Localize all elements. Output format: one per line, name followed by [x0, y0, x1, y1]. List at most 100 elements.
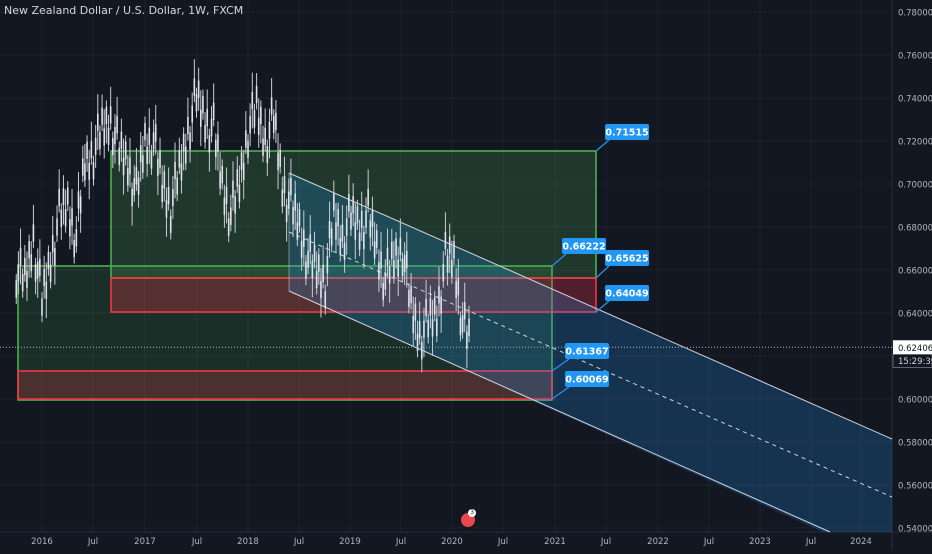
candle-body — [36, 261, 39, 279]
candle-body — [163, 171, 166, 189]
candle-body — [356, 206, 359, 224]
candle-body — [157, 158, 159, 176]
candle-body — [240, 152, 243, 170]
candle-body — [51, 235, 54, 253]
candle-body — [330, 228, 333, 246]
candle-body — [446, 255, 449, 273]
candle-body — [326, 256, 329, 274]
candle-body — [382, 283, 384, 301]
candle-body — [401, 258, 404, 277]
candle-body — [206, 108, 209, 127]
candle-body — [296, 222, 299, 240]
candle-body — [360, 210, 363, 229]
price-tick-label: 0.70000 — [898, 181, 932, 191]
time-tick-label: 2016 — [31, 537, 53, 547]
candle-body — [154, 124, 157, 142]
candle-body — [315, 270, 318, 289]
candle-body — [127, 168, 129, 186]
candle-body — [21, 274, 24, 292]
current-price-value: 0.62406 — [898, 344, 932, 354]
callout-pointer — [595, 139, 610, 152]
callout-label: 0.64049 — [605, 289, 648, 300]
candle-body — [172, 188, 174, 207]
time-tick-label: 2020 — [441, 537, 463, 547]
candle-body — [197, 80, 200, 98]
candle-body — [182, 133, 185, 151]
candle-body — [313, 244, 316, 262]
candle-body — [236, 169, 239, 187]
candle-body — [418, 321, 421, 339]
candle-body — [184, 146, 187, 164]
candle-body — [429, 298, 432, 316]
candle-body — [73, 240, 75, 258]
candle-body — [457, 278, 460, 296]
callout-label: 0.66222 — [562, 242, 605, 253]
candle-body — [62, 188, 65, 206]
current-price-tag — [893, 340, 932, 355]
candle-body — [146, 146, 148, 164]
callout-label: 0.65625 — [605, 254, 648, 265]
candle-body — [393, 260, 395, 278]
price-tick-label: 0.54000 — [898, 525, 932, 535]
price-tick-label: 0.74000 — [898, 95, 932, 105]
candle-body — [459, 317, 462, 336]
candle-body — [386, 247, 389, 266]
time-tick-label: 2023 — [749, 537, 771, 547]
countdown-value: 15:29:39 — [898, 357, 932, 367]
candle-body — [69, 219, 71, 237]
candle-body — [322, 264, 324, 282]
callout-box — [605, 250, 649, 266]
candle-body — [99, 131, 101, 149]
candle-body — [369, 220, 372, 238]
price-tick-label: 0.68000 — [898, 224, 932, 234]
candle-body — [79, 196, 82, 214]
candle-body — [58, 188, 60, 206]
price-tick-label: 0.56000 — [898, 482, 932, 492]
candle-body — [427, 319, 430, 338]
candle-body — [363, 231, 365, 250]
candle-body — [234, 196, 236, 214]
candle-body — [408, 289, 410, 307]
candle-body — [365, 210, 367, 228]
candle-body — [212, 102, 215, 120]
candle-body — [215, 139, 217, 158]
candle-body — [307, 250, 309, 268]
price-tick-label: 0.64000 — [898, 310, 932, 320]
candle-body — [433, 297, 436, 315]
candle-body — [302, 229, 305, 247]
candle-body — [189, 132, 191, 150]
candle-body — [118, 147, 121, 166]
candle-body — [405, 251, 408, 269]
callout-pointer — [595, 265, 610, 279]
candle-body — [133, 178, 136, 196]
candle-body — [431, 319, 434, 337]
candle-body — [161, 184, 163, 203]
channel-lower-line — [288, 290, 831, 533]
candle-body — [358, 232, 361, 250]
candle-body — [120, 131, 123, 149]
candle-body — [114, 127, 116, 145]
candle-body — [294, 193, 297, 211]
candle-body — [309, 234, 312, 252]
candle-body — [262, 138, 264, 156]
candle-body — [17, 264, 20, 282]
time-tick-label: Jul — [87, 537, 98, 547]
candle-body — [217, 134, 219, 152]
candle-body — [112, 137, 114, 156]
candle-body — [463, 302, 466, 320]
candle-body — [403, 254, 406, 273]
callout-pointer — [595, 300, 610, 313]
candle-body — [19, 247, 22, 266]
candle-body — [165, 200, 168, 218]
candle-body — [193, 78, 196, 96]
time-tick-label: Jul — [600, 537, 611, 547]
candle-body — [144, 122, 146, 141]
candle-body — [318, 254, 320, 272]
candle-body — [202, 96, 204, 114]
candle-body — [384, 272, 387, 290]
time-tick-label: 2019 — [339, 537, 361, 547]
time-tick-label: Jul — [395, 537, 406, 547]
candle-body — [34, 264, 37, 282]
